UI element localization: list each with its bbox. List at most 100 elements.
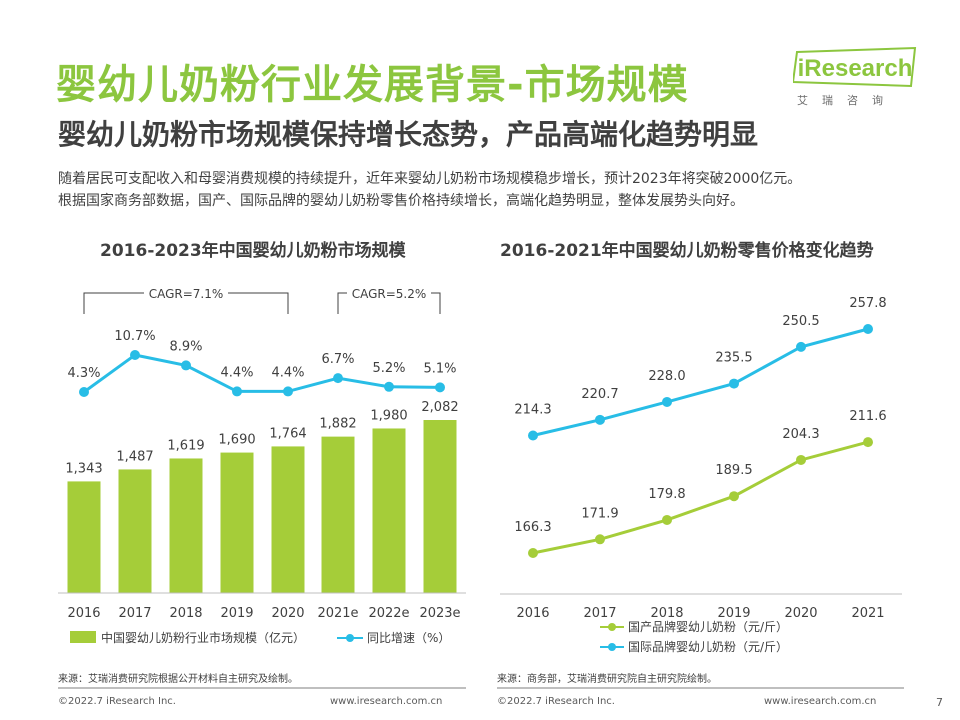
domestic-label-2020: 204.3 [782,427,819,442]
bar-label-2022e: 1,980 [370,408,407,423]
bar-label-2020: 1,764 [269,426,306,441]
bar-2022e [372,428,406,593]
logo-wordmark: iResearch [797,55,913,82]
international-point-2018 [662,396,672,407]
international-label-2018: 228.0 [648,369,685,384]
international-point-2017 [595,414,605,425]
x-tick-left-2022e: 2022e [368,606,409,621]
x-tick-left-2020: 2020 [271,606,304,621]
x-tick-left-2017: 2017 [118,606,151,621]
domestic-point-2020 [796,454,806,465]
growth-label-2020: 4.4% [271,365,304,380]
growth-point-2019 [232,386,242,397]
growth-label-2021e: 6.7% [321,352,354,367]
international-label-2016: 214.3 [514,402,551,417]
international-point-2016 [528,430,538,441]
legend-marker-growth [346,634,354,642]
bar-2016 [67,481,101,593]
growth-label-2022e: 5.2% [372,361,405,376]
growth-label-2016: 4.3% [67,366,100,381]
logo-shape [793,46,917,88]
domestic-point-2019 [729,491,739,502]
legend-label-domestic: 国产品牌婴幼儿奶粉（元/斤） [628,620,788,634]
footer-copyright-left: ©2022.7 iResearch Inc. [58,696,176,707]
x-tick-left-2021e: 2021e [317,606,358,621]
growth-label-2018: 8.9% [169,339,202,354]
cagr-bracket-1 [83,292,289,314]
legend-label-growth: 同比增速（%） [367,631,450,645]
footer-copyright-right: ©2022.7 iResearch Inc. [497,696,615,707]
international-label-2020: 250.5 [782,314,819,329]
growth-label-2023e: 5.1% [423,361,456,376]
bar-label-2023e: 2,082 [421,400,458,415]
legend-swatch-market-size [70,631,96,643]
growth-point-2020 [283,386,293,397]
footer-website-left[interactable]: www.iresearch.com.cn [330,696,443,707]
growth-point-2016 [79,387,89,397]
domestic-price-line [532,440,869,555]
bar-label-2021e: 1,882 [319,417,356,432]
x-tick-right-2017: 2017 [583,606,616,621]
x-tick-left-2018: 2018 [169,606,202,621]
domestic-label-2018: 179.8 [648,487,685,502]
growth-point-2022e [384,381,394,392]
logo-chinese: 艾瑞咨询 [797,94,897,107]
legend-marker-domestic [608,623,616,631]
domestic-point-2018 [662,514,672,525]
bar-label-2019: 1,690 [218,433,255,448]
domestic-point-2016 [528,548,538,558]
bar-2017 [118,469,152,593]
growth-point-2018 [181,360,191,371]
page-subtitle: 婴幼儿奶粉市场规模保持增长态势，产品高端化趋势明显 [58,118,759,151]
x-tick-right-2021: 2021 [851,606,884,621]
iresearch-logo: iResearch 艾瑞咨询 [793,46,917,107]
bar-label-2018: 1,619 [167,438,204,453]
bar-2021e [321,436,355,593]
left-chart-title: 2016-2023年中国婴幼儿奶粉市场规模 [100,241,406,261]
domestic-label-2019: 189.5 [715,463,752,478]
footer-website-right[interactable]: www.iresearch.com.cn [764,696,877,707]
domestic-label-2021: 211.6 [849,409,886,424]
bar-2023e [423,420,457,593]
domestic-label-2016: 166.3 [514,520,551,535]
growth-label-2019: 4.4% [220,365,253,380]
left-source-note: 来源：艾瑞消费研究院根据公开材料自主研究及绘制。 [58,674,298,685]
domestic-label-2017: 171.9 [581,506,618,521]
international-point-2021 [863,324,873,334]
x-tick-right-2020: 2020 [784,606,817,621]
growth-point-2021e [333,373,343,384]
intro-paragraph: 随着居民可支配收入和母婴消费规模的持续提升，近年来婴幼儿奶粉市场规模稳步增长，预… [58,168,928,212]
domestic-point-2017 [595,534,605,545]
growth-point-2017 [130,350,140,360]
right-source-note: 来源：商务部，艾瑞消费研究院自主研究院绘制。 [497,674,717,685]
page-title: 婴幼儿奶粉行业发展背景-市场规模 [56,62,689,108]
cagr-bracket-1-label: CAGR=7.1% [149,287,224,301]
international-price-line [532,327,869,437]
intro-line-2: 根据国家商务部数据，国产、国际品牌的婴幼儿奶粉零售价格持续增长，高端化趋势明显，… [58,193,744,209]
right-chart-title: 2016-2021年中国婴幼儿奶粉零售价格变化趋势 [500,241,874,261]
intro-line-1: 随着居民可支配收入和母婴消费规模的持续提升，近年来婴幼儿奶粉市场规模稳步增长，预… [58,171,802,187]
x-tick-right-2018: 2018 [650,606,683,621]
cagr-bracket-2 [337,292,441,314]
cagr-bracket-2-label: CAGR=5.2% [352,287,427,301]
international-label-2021: 257.8 [849,296,886,311]
international-label-2017: 220.7 [581,387,618,402]
x-tick-left-2019: 2019 [220,606,253,621]
x-tick-left-2023e: 2023e [419,606,460,621]
international-point-2020 [796,341,806,352]
bar-2020 [271,446,305,593]
domestic-point-2021 [863,437,873,448]
x-tick-left-2016: 2016 [67,606,100,621]
legend-marker-international [608,643,616,651]
bar-label-2016: 1,343 [65,461,102,476]
growth-point-2023e [435,382,445,393]
bar-label-2017: 1,487 [116,449,153,464]
international-point-2019 [729,378,739,389]
growth-line [83,353,441,394]
bar-2019 [220,452,254,593]
growth-label-2017: 10.7% [114,329,155,344]
legend-label-market-size: 中国婴幼儿奶粉行业市场规模（亿元） [101,630,305,645]
page-number: 7 [936,696,943,709]
international-label-2019: 235.5 [715,351,752,366]
